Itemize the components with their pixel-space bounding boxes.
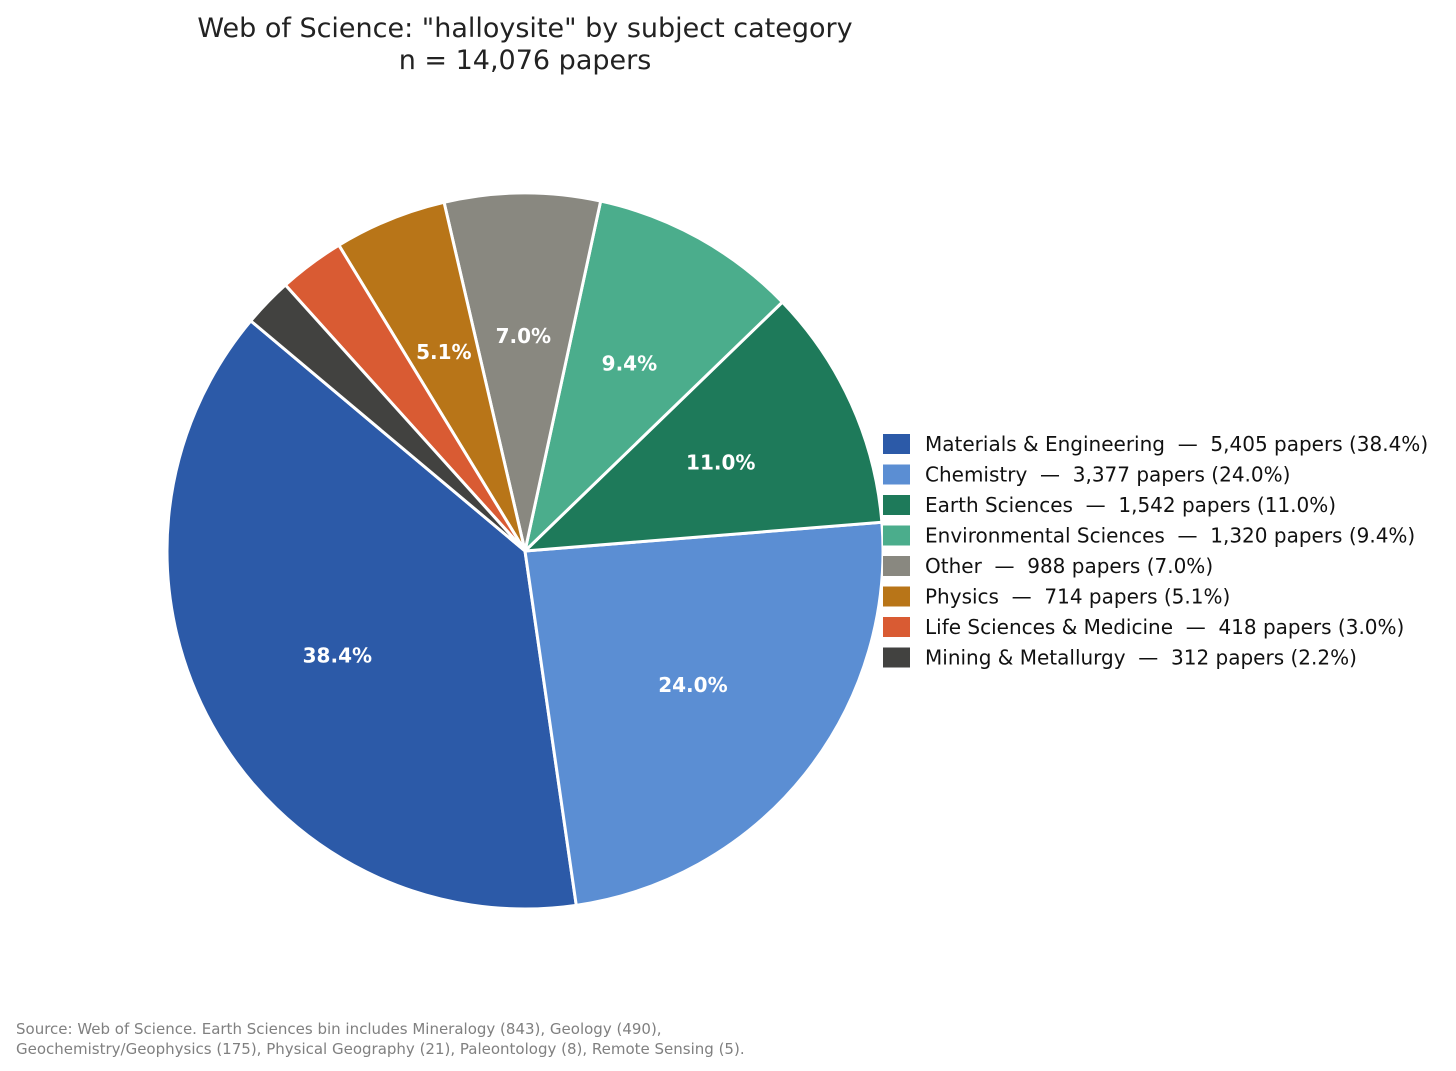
slice-label-earth-sciences: 11.0% (686, 451, 755, 475)
legend-swatch-mining-and-metallurgy (883, 647, 910, 668)
chart-title: Web of Science: "halloysite" by subject … (197, 13, 852, 44)
legend-swatch-environmental-sciences (883, 525, 910, 546)
legend-item-life-sciences-and-medicine: Life Sciences & Medicine — 418 papers (3… (883, 615, 1404, 639)
slice-label-materials-and-engineering: 38.4% (303, 644, 372, 668)
legend-label-earth-sciences: Earth Sciences — 1,542 papers (11.0%) (925, 493, 1336, 517)
legend-label-life-sciences-and-medicine: Life Sciences & Medicine — 418 papers (3… (925, 615, 1404, 639)
source-note-line-2: Geochemistry/Geophysics (175), Physical … (16, 1040, 745, 1058)
legend-item-physics: Physics — 714 papers (5.1%) (883, 585, 1230, 609)
slice-label-environmental-sciences: 9.4% (602, 351, 657, 375)
legend: Materials & Engineering — 5,405 papers (… (883, 432, 1428, 670)
chart-subtitle: n = 14,076 papers (399, 45, 652, 76)
legend-item-chemistry: Chemistry — 3,377 papers (24.0%) (883, 463, 1290, 487)
pie-slice-mining-and-metallurgy (249, 283, 527, 553)
slice-label-chemistry: 24.0% (658, 673, 727, 697)
legend-label-physics: Physics — 714 papers (5.1%) (925, 585, 1230, 609)
pie-slice-materials-and-engineering (165, 319, 578, 911)
pie-slice-environmental-sciences (523, 199, 784, 553)
legend-item-other: Other — 988 papers (7.0%) (883, 554, 1213, 578)
slice-label-physics: 5.1% (416, 340, 471, 364)
pie-slice-other (442, 191, 603, 553)
legend-label-other: Other — 988 papers (7.0%) (925, 554, 1213, 578)
legend-item-environmental-sciences: Environmental Sciences — 1,320 papers (9… (883, 524, 1415, 548)
legend-swatch-earth-sciences (883, 495, 910, 515)
legend-swatch-other (883, 556, 910, 576)
slice-label-other: 7.0% (496, 324, 551, 348)
pie-slice-chemistry (523, 520, 885, 907)
pie-slices (165, 191, 885, 911)
legend-swatch-life-sciences-and-medicine (883, 617, 910, 637)
source-note-line-1: Source: Web of Science. Earth Sciences b… (16, 1020, 662, 1038)
legend-label-chemistry: Chemistry — 3,377 papers (24.0%) (925, 463, 1290, 487)
legend-swatch-materials-and-engineering (883, 434, 910, 454)
legend-label-environmental-sciences: Environmental Sciences — 1,320 papers (9… (925, 524, 1415, 548)
legend-item-earth-sciences: Earth Sciences — 1,542 papers (11.0%) (883, 493, 1336, 517)
legend-label-mining-and-metallurgy: Mining & Metallurgy — 312 papers (2.2%) (925, 646, 1357, 670)
legend-label-materials-and-engineering: Materials & Engineering — 5,405 papers (… (925, 432, 1428, 456)
pie-slice-earth-sciences (523, 300, 884, 553)
legend-item-mining-and-metallurgy: Mining & Metallurgy — 312 papers (2.2%) (883, 646, 1357, 670)
legend-item-materials-and-engineering: Materials & Engineering — 5,405 papers (… (883, 432, 1428, 456)
pie-slice-labels: 38.4% 24.0% 11.0% 9.4% 7.0% 5.1% (303, 324, 756, 697)
legend-swatch-physics (883, 586, 910, 607)
legend-swatch-chemistry (883, 464, 910, 485)
